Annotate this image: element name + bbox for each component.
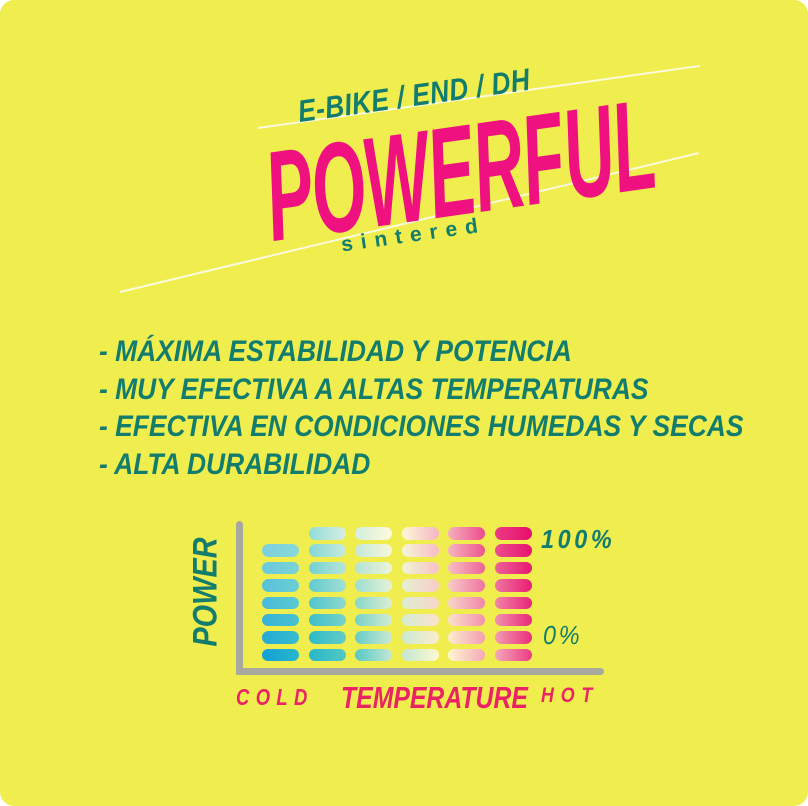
x-min-label: COLD xyxy=(236,684,314,710)
gradient-pill xyxy=(448,631,485,644)
gradient-pill xyxy=(448,544,485,557)
gradient-pill xyxy=(448,613,485,627)
gradient-pill xyxy=(494,561,532,575)
feature-item: - ALTA DURABILIDAD xyxy=(99,447,371,481)
gradient-pill xyxy=(448,596,485,610)
feature-item: - MUY EFECTIVA A ALTAS TEMPERATURAS xyxy=(99,372,649,406)
gradient-pill xyxy=(355,613,392,627)
gradient-pill xyxy=(494,527,532,540)
gradient-pill xyxy=(308,596,346,610)
y-axis-label: POWER xyxy=(186,537,225,647)
gradient-pill xyxy=(355,596,392,610)
x-axis-label: TEMPERATURE xyxy=(341,680,528,715)
gradient-pill xyxy=(494,648,532,662)
gradient-pill xyxy=(494,631,532,644)
gradient-pill xyxy=(448,561,485,575)
gradient-pill xyxy=(494,596,532,610)
x-axis-line xyxy=(236,668,604,675)
gradient-pill xyxy=(494,544,532,557)
feature-list: - MÁXIMA ESTABILIDAD Y POTENCIA - MUY EFE… xyxy=(99,333,743,483)
gradient-pill xyxy=(308,631,346,644)
gradient-pill xyxy=(355,527,392,540)
gradient-pill xyxy=(448,648,485,662)
gradient-pill xyxy=(308,527,346,540)
gradient-pill xyxy=(355,544,392,557)
gradient-pill xyxy=(262,579,299,592)
gradient-pill xyxy=(494,613,532,627)
gradient-pill xyxy=(494,579,532,592)
gradient-pill xyxy=(262,596,299,610)
feature-item: - MÁXIMA ESTABILIDAD Y POTENCIA xyxy=(99,335,572,368)
gradient-pill xyxy=(355,561,392,575)
gradient-pill xyxy=(308,561,346,575)
gradient-pill xyxy=(401,544,439,557)
y-min-label: 0% xyxy=(543,620,583,650)
y-max-label: 100% xyxy=(541,524,616,554)
gradient-pill xyxy=(262,631,299,644)
gradient-pill xyxy=(355,631,392,644)
gradient-pill xyxy=(262,613,299,627)
gradient-pill xyxy=(401,613,439,627)
gradient-pill xyxy=(448,579,485,592)
header: E-BIKE / END / DH POWERFUL sintered xyxy=(132,25,679,325)
gradient-pill xyxy=(262,648,299,662)
gradient-pill xyxy=(355,579,392,592)
gradient-pill xyxy=(308,579,346,592)
gradient-pill xyxy=(308,613,346,627)
x-max-label: HOT xyxy=(541,684,600,707)
gradient-pill xyxy=(308,648,346,662)
gradient-pill xyxy=(401,596,439,610)
gradient-pill xyxy=(262,527,299,540)
pill-grid xyxy=(262,527,532,662)
gradient-pill xyxy=(401,561,439,575)
gradient-pill xyxy=(401,631,439,644)
gradient-pill xyxy=(308,544,346,557)
feature-item: - EFECTIVA EN CONDICIONES HUMEDAS Y SECA… xyxy=(99,410,744,443)
gradient-pill xyxy=(448,527,485,540)
gradient-pill xyxy=(262,561,299,575)
gradient-pill xyxy=(401,527,439,540)
gradient-pill xyxy=(401,648,439,662)
gradient-pill xyxy=(262,544,299,557)
gradient-pill xyxy=(401,579,439,592)
y-axis-line xyxy=(236,521,243,675)
gradient-pill xyxy=(355,648,392,662)
